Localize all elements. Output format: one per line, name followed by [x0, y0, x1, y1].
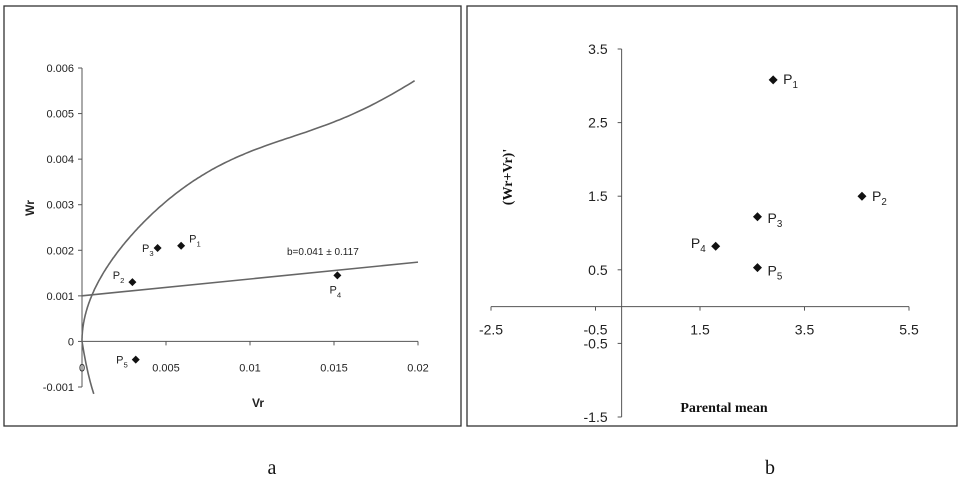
data-point-p1 — [768, 75, 778, 85]
chart-b-x-tick-label: 3.5 — [795, 322, 815, 338]
panel-b: -1.5 -0.5 0.5 1.5 2.5 3.5 -2.5 -0.5 1.5 3.5 5.5 P1 P… — [466, 5, 958, 427]
chart-a-x-tick-label: 0.015 — [320, 362, 348, 374]
chart-b-x-tick-label: -0.5 — [583, 322, 607, 338]
data-point-p5 — [752, 263, 762, 273]
limiting-parabola — [81, 80, 416, 342]
chart-b-y-tick-label: -0.5 — [584, 335, 608, 351]
panel-label-a: a — [268, 457, 277, 479]
data-point-p3 — [153, 244, 162, 253]
chart-b-y-tick-label: 3.5 — [588, 41, 608, 57]
data-point-p1 — [177, 241, 186, 250]
chart-a-y-tick-label: 0.005 — [46, 109, 74, 121]
parabola-tail — [81, 341, 95, 395]
chart-b-x-tick-label: 5.5 — [899, 322, 919, 338]
regression-line — [81, 261, 419, 297]
data-point-p3 — [752, 212, 762, 222]
chart-b-x-tick-label: 1.5 — [690, 322, 710, 338]
chart-a-y-tick-label: 0.004 — [46, 154, 74, 166]
chart-a-x-tick-label: 0.005 — [152, 362, 180, 374]
regression-label: b=0.041 ± 0.117 — [287, 247, 359, 258]
point-label-p2: P2 — [113, 270, 125, 285]
point-label-p4: P4 — [691, 235, 706, 255]
point-label-p5: P5 — [767, 263, 782, 283]
chart-a-x-tick-label: 0.01 — [239, 362, 260, 374]
chart-b-y-tick-label: 1.5 — [588, 188, 608, 204]
point-label-p3: P3 — [767, 210, 782, 230]
point-label-p4: P4 — [330, 284, 342, 299]
chart-a-y-tick-label: 0.002 — [46, 245, 74, 257]
point-label-p1: P1 — [189, 234, 201, 249]
data-point-p2 — [128, 278, 137, 287]
panel-label-b: b — [765, 457, 775, 479]
data-point-p5 — [131, 355, 140, 364]
chart-a-plot: -0.001 0 0.001 0.002 0.003 0.004 0.005 0.006 0 0.… — [43, 63, 429, 395]
data-point-p2 — [857, 191, 867, 201]
chart-b-x-tick-label: -2.5 — [479, 322, 503, 338]
panel-a-frame — [3, 5, 462, 427]
chart-b-y-tick-label: 2.5 — [588, 115, 608, 131]
point-label-p5: P5 — [116, 355, 128, 370]
chart-b-y-tick-label: -1.5 — [584, 409, 608, 425]
data-point-p4 — [711, 241, 721, 251]
chart-b-xlabel: Parental mean — [680, 401, 767, 416]
panel-a: -0.001 0 0.001 0.002 0.003 0.004 0.005 0.006 0 0.… — [3, 5, 462, 427]
chart-a-y-tick-label: 0.001 — [46, 291, 74, 303]
chart-a-ylabel: Wr — [23, 200, 37, 216]
chart-a-xlabel: Vr — [252, 396, 264, 410]
chart-a-y-tick-label: 0.006 — [46, 63, 74, 75]
point-label-p2: P2 — [872, 188, 887, 208]
chart-b-y-tick-label: 0.5 — [588, 262, 608, 278]
panel-b-frame — [466, 5, 958, 427]
point-label-p1: P1 — [783, 71, 798, 91]
point-label-p3: P3 — [142, 243, 154, 258]
chart-b-plot: -1.5 -0.5 0.5 1.5 2.5 3.5 -2.5 -0.5 1.5 3.5 5.5 P1 P… — [479, 41, 919, 425]
chart-b-ylabel: (Wr+Vr)' — [501, 149, 516, 205]
data-point-p4 — [333, 271, 342, 280]
chart-a-y-tick-label: -0.001 — [43, 382, 74, 394]
chart-a-x-tick-label: 0 — [79, 362, 85, 374]
chart-a-x-tick-label: 0.02 — [407, 362, 428, 374]
chart-a-y-tick-label: 0.003 — [46, 200, 74, 212]
chart-a-y-tick-label: 0 — [68, 336, 74, 348]
